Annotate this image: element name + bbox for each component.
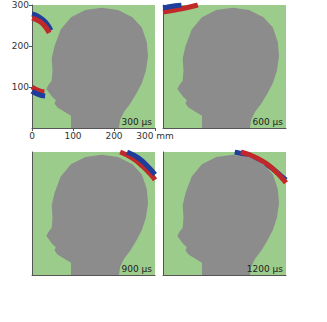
svg-text:300: 300: [12, 0, 29, 10]
svg-text:200: 200: [12, 41, 29, 51]
svg-text:1200 µs: 1200 µs: [247, 264, 283, 274]
svg-text:100: 100: [12, 82, 29, 92]
svg-text:300 µs: 300 µs: [122, 117, 153, 127]
svg-text:200: 200: [105, 131, 122, 141]
svg-text:900 µs: 900 µs: [122, 264, 153, 274]
svg-text:100: 100: [64, 131, 81, 141]
svg-text:0: 0: [29, 131, 35, 141]
svg-text:300 mm: 300 mm: [136, 131, 174, 141]
svg-text:600 µs: 600 µs: [253, 117, 284, 127]
